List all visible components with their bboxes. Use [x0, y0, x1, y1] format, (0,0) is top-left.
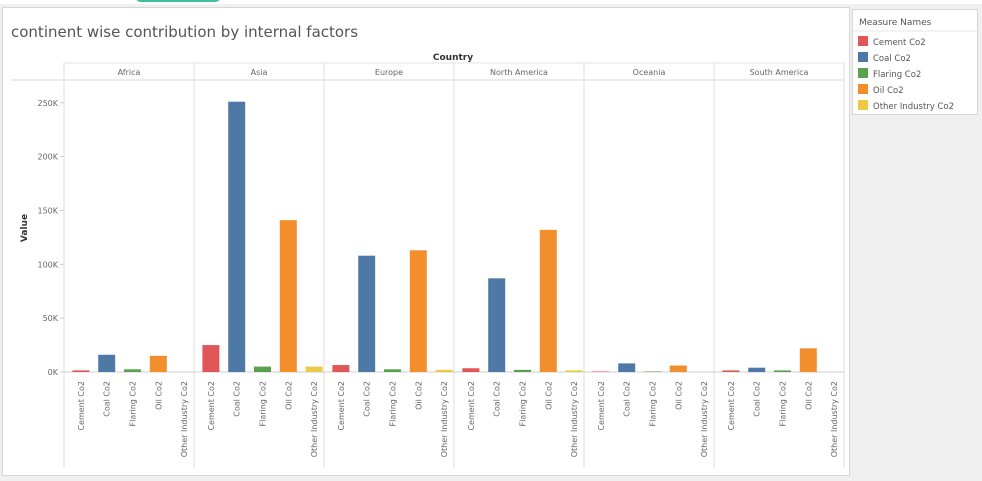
bar-south-america-oil-co2[interactable]: [799, 348, 817, 372]
bar-asia-flaring-co2[interactable]: [254, 366, 271, 372]
bar-north-america-other-industry-co2[interactable]: [565, 370, 583, 372]
x-tick-label: Oil Co2: [544, 381, 553, 410]
top-strip: [0, 0, 982, 4]
bar-europe-cement-co2[interactable]: [332, 365, 350, 372]
active-sheet-tab[interactable]: [135, 0, 221, 2]
chart-title: continent wise contribution by internal …: [11, 23, 358, 41]
legend-swatch-coal-co2[interactable]: [858, 52, 868, 62]
bar-asia-cement-co2[interactable]: [202, 345, 220, 372]
x-tick-label: Flaring Co2: [129, 381, 138, 427]
bar-oceania-coal-co2[interactable]: [618, 363, 636, 372]
legend-swatch-other-industry-co2[interactable]: [858, 100, 868, 110]
y-tick-label: 150K: [37, 206, 58, 215]
x-tick-label: Other Industry Co2: [180, 381, 189, 457]
bar-africa-oil-co2[interactable]: [149, 355, 167, 372]
bars: [72, 101, 817, 372]
x-tick-label: Cement Co2: [207, 381, 216, 431]
bar-africa-coal-co2[interactable]: [98, 354, 116, 372]
legend-swatch-oil-co2[interactable]: [858, 84, 868, 94]
legend-svg: Measure Names Cement Co2 Coal Co2 Flaring …: [853, 18, 977, 112]
x-tick-label: Oil Co2: [804, 381, 813, 410]
x-tick-label: Flaring Co2: [389, 381, 398, 427]
y-axis: 0K 50K 100K 150K 200K 250K: [37, 99, 64, 377]
header-asia: Asia: [251, 68, 268, 77]
x-tick-label: Oil Co2: [154, 381, 163, 410]
x-tick-label: Other Industry Co2: [440, 381, 449, 457]
header-europe: Europe: [375, 68, 403, 77]
bar-asia-other-industry-co2[interactable]: [305, 366, 323, 372]
legend-label-oil-co2: Oil Co2: [873, 86, 904, 96]
y-tick-label: 0K: [48, 368, 59, 377]
header-north-america: North America: [490, 68, 548, 77]
x-tick-label: Coal Co2: [493, 381, 502, 417]
x-tick-label: Flaring Co2: [779, 381, 788, 427]
bar-north-america-cement-co2[interactable]: [462, 368, 480, 372]
x-tick-label: Cement Co2: [77, 381, 86, 431]
bar-north-america-coal-co2[interactable]: [488, 278, 506, 372]
legend-label-other-industry-co2: Other Industry Co2: [873, 102, 954, 112]
x-tick-label: Coal Co2: [623, 381, 632, 417]
x-tick-label: Coal Co2: [363, 381, 372, 417]
bar-south-america-flaring-co2[interactable]: [774, 370, 791, 372]
legend-panel: Measure Names Cement Co2 Coal Co2 Flaring …: [852, 9, 978, 115]
bar-oceania-oil-co2[interactable]: [669, 365, 687, 372]
bar-europe-other-industry-co2[interactable]: [435, 369, 453, 372]
y-tick-label: 100K: [37, 260, 58, 269]
bar-africa-cement-co2[interactable]: [72, 370, 90, 372]
x-tick-label: Cement Co2: [337, 381, 346, 431]
x-tick-label: Flaring Co2: [649, 381, 658, 427]
x-tick-label: Coal Co2: [753, 381, 762, 417]
bar-south-america-cement-co2[interactable]: [722, 370, 740, 372]
bar-north-america-flaring-co2[interactable]: [514, 369, 531, 372]
x-tick-label: Flaring Co2: [259, 381, 268, 427]
chart-panel: continent wise contribution by internal …: [2, 7, 850, 476]
x-tick-label: Oil Co2: [284, 381, 293, 410]
legend-label-flaring-co2: Flaring Co2: [873, 70, 921, 80]
y-tick-label: 250K: [37, 99, 58, 108]
legend-title: Measure Names: [859, 18, 932, 28]
x-tick-label: Other Industry Co2: [700, 381, 709, 457]
x-tick-label: Coal Co2: [103, 381, 112, 417]
bar-europe-oil-co2[interactable]: [409, 250, 427, 372]
x-tick-label: Cement Co2: [727, 381, 736, 431]
x-axis-labels: Cement Co2 Coal Co2 Flaring Co2 Oil Co2 Othe…: [77, 381, 839, 457]
x-tick-label: Cement Co2: [597, 381, 606, 431]
bar-oceania-flaring-co2[interactable]: [644, 371, 661, 372]
bar-north-america-oil-co2[interactable]: [539, 229, 557, 372]
legend-label-cement-co2: Cement Co2: [873, 38, 926, 48]
legend-label-coal-co2: Coal Co2: [873, 54, 911, 64]
bar-europe-flaring-co2[interactable]: [384, 369, 401, 372]
x-tick-label: Flaring Co2: [519, 381, 528, 427]
bar-africa-flaring-co2[interactable]: [124, 369, 141, 372]
column-header-title: Country: [433, 53, 473, 63]
x-tick-label: Other Industry Co2: [570, 381, 579, 457]
legend-swatch-cement-co2[interactable]: [858, 36, 868, 46]
bar-south-america-coal-co2[interactable]: [748, 367, 766, 372]
bar-asia-coal-co2[interactable]: [228, 101, 246, 372]
header-oceania: Oceania: [633, 68, 666, 77]
panel-dividers: [11, 62, 845, 468]
bar-asia-oil-co2[interactable]: [279, 220, 297, 372]
legend-swatch-flaring-co2[interactable]: [858, 68, 868, 78]
y-tick-label: 50K: [43, 314, 59, 323]
y-tick-label: 200K: [37, 153, 58, 162]
header-africa: Africa: [118, 68, 141, 77]
header-south-america: South America: [750, 68, 809, 77]
bar-europe-coal-co2[interactable]: [358, 255, 376, 372]
legend-items: Cement Co2 Coal Co2 Flaring Co2 Oil Co2 Othe…: [858, 36, 954, 112]
continent-headers: Africa Asia Europe North America Oceania Sout…: [118, 68, 809, 77]
chart-svg: continent wise contribution by internal …: [11, 23, 845, 468]
y-axis-title: Value: [20, 214, 30, 242]
x-tick-label: Cement Co2: [467, 381, 476, 431]
x-tick-label: Oil Co2: [414, 381, 423, 410]
x-tick-label: Coal Co2: [233, 381, 242, 417]
x-tick-label: Oil Co2: [674, 381, 683, 410]
bar-oceania-cement-co2[interactable]: [592, 371, 610, 372]
x-tick-label: Other Industry Co2: [310, 381, 319, 457]
x-tick-label: Other Industry Co2: [830, 381, 839, 457]
